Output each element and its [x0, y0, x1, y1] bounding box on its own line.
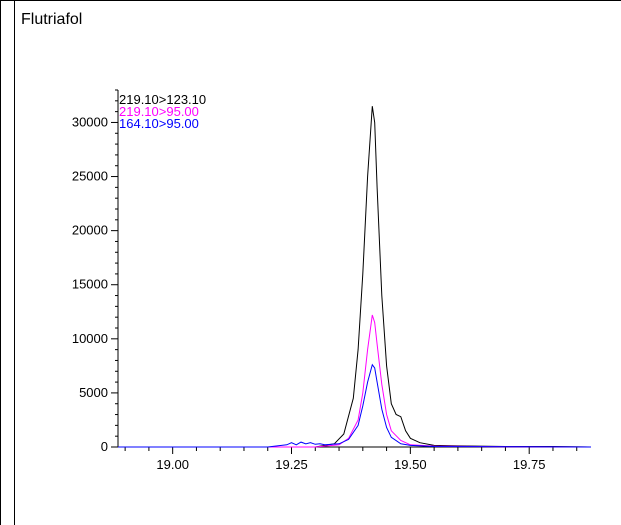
axes: 0 5000 10000 15000 20000 25000 30000 19.00 19.25… [72, 89, 591, 472]
legend-entry: 164.10>95.00 [119, 116, 199, 131]
panel-left-rule [14, 0, 15, 525]
y-tick-label: 30000 [72, 114, 108, 129]
y-tick-label: 0 [101, 439, 108, 454]
y-tick-label: 25000 [72, 169, 108, 184]
y-tick-label: 5000 [79, 385, 108, 400]
legend-entry: 219.10>123.10 [119, 92, 206, 107]
x-tick-label: 19.50 [394, 457, 427, 472]
y-tick-label: 15000 [72, 277, 108, 292]
compound-title: Flutriafol [21, 11, 83, 28]
x-tick-label: 19.75 [513, 457, 546, 472]
series-line-2 [118, 314, 592, 448]
y-tick-label: 20000 [72, 223, 108, 238]
series-group [118, 106, 592, 448]
series-line-1 [118, 106, 592, 448]
x-tick-label: 19.00 [156, 457, 189, 472]
series-line-3 [118, 363, 592, 448]
legend-entry: 219.10>95.00 [119, 104, 199, 119]
x-tick-label: 19.25 [275, 457, 308, 472]
y-tick-label: 10000 [72, 331, 108, 346]
